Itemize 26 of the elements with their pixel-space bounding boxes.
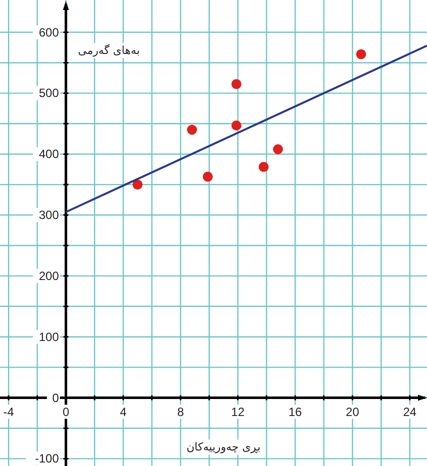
point [202,172,213,182]
y-tick-label: 200 [38,268,60,283]
point [231,79,242,90]
x-tick-label: 20 [346,404,360,419]
x-axis-title: بڕی چەورییەکان [186,440,261,454]
y-tick-label: 0 [52,390,60,405]
x-tick-label: -4 [3,404,14,419]
point [231,120,242,130]
y-tick-label: 300 [38,208,60,222]
x-tick-label: 4 [120,404,127,419]
x-tick-label: 0 [62,404,70,419]
point [356,49,366,60]
x-tick-label: 16 [288,404,302,419]
point [187,124,198,135]
point [258,162,269,172]
y-tick-label: -100 [34,452,60,466]
point [132,180,143,190]
x-tick-label: 24 [403,404,417,419]
y-tick-label: 400 [38,147,60,162]
x-tick-label: 8 [177,404,184,419]
y-tick-label: 600 [38,25,60,40]
y-axis-title: بەهای گەرمی [78,44,140,58]
y-tick-label: 500 [38,86,60,100]
x-tick-label: 12 [231,404,245,419]
point [272,144,283,154]
y-tick-label: 100 [38,330,60,344]
